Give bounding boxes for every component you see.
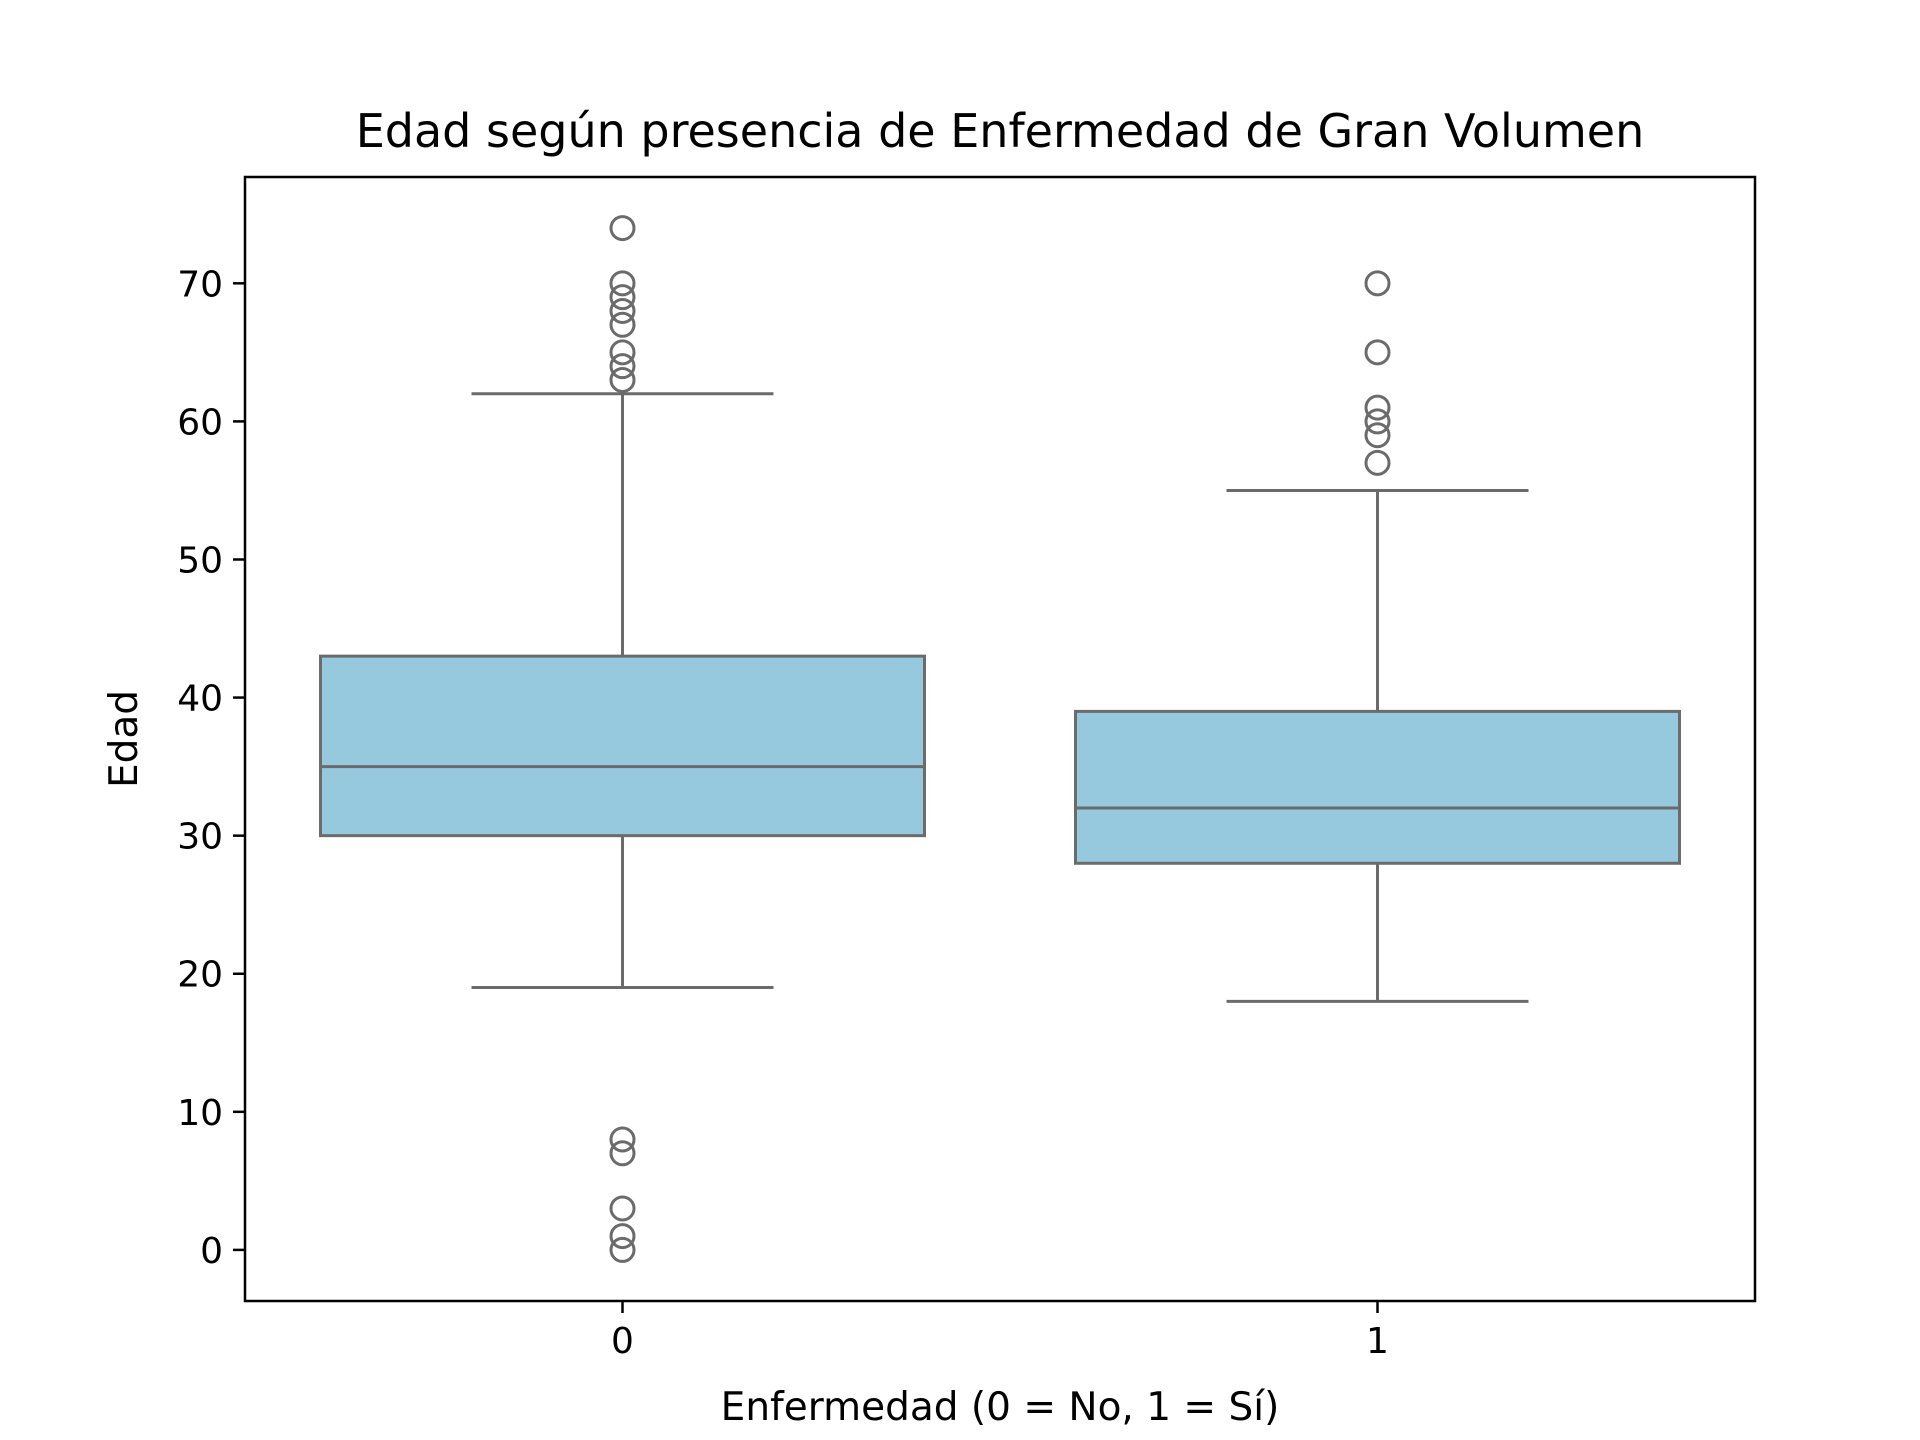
y-axis: 0 10 20 30 40 50 60 70 [177, 264, 245, 1272]
outlier-point [609, 215, 636, 242]
outlier-point [609, 1223, 636, 1250]
y-tick-label: 40 [177, 679, 223, 720]
y-tick-label: 0 [200, 1231, 223, 1272]
y-tick-label: 30 [177, 817, 223, 858]
chart-title: Edad según presencia de Enfermedad de Gr… [356, 104, 1645, 158]
outlier-point [1364, 422, 1391, 449]
outlier-point [609, 297, 636, 324]
y-tick-label: 50 [177, 540, 223, 581]
outlier-point [609, 1195, 636, 1222]
outlier-point [609, 353, 636, 380]
outlier-point [609, 339, 636, 366]
box-group-0 [319, 215, 926, 1263]
x-axis-label: Enfermedad (0 = No, 1 = Sí) [721, 1385, 1280, 1430]
outlier-point [1364, 339, 1391, 366]
y-axis-label: Edad [102, 690, 147, 788]
outlier-point [609, 1140, 636, 1167]
y-tick-label: 70 [177, 264, 223, 305]
outlier-point [609, 1126, 636, 1153]
y-tick-label: 20 [177, 955, 223, 996]
outlier-point [1364, 394, 1391, 421]
x-tick-label: 1 [1366, 1321, 1389, 1362]
y-tick-label: 60 [177, 402, 223, 443]
x-tick-label: 0 [611, 1321, 634, 1362]
outlier-point [1364, 270, 1391, 297]
y-tick-label: 10 [177, 1093, 223, 1134]
outlier-point [609, 366, 636, 393]
iqr-box [1074, 709, 1681, 865]
outlier-point [1364, 408, 1391, 435]
outlier-point [609, 311, 636, 338]
outlier-point [609, 284, 636, 311]
box-group-1 [1074, 270, 1681, 1003]
outlier-point [1364, 449, 1391, 476]
plot-frame [243, 175, 1757, 1303]
plot-area [319, 215, 1681, 1263]
iqr-box [319, 654, 926, 838]
outlier-point [609, 270, 636, 297]
outlier-point [609, 1236, 636, 1263]
